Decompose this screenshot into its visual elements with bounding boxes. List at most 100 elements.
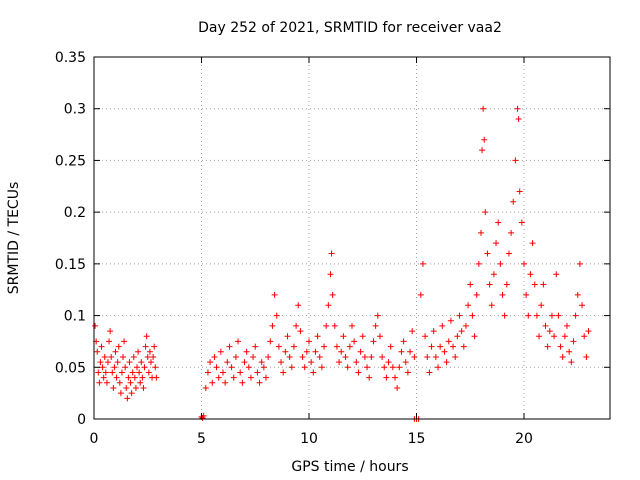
- data-point: [462, 322, 469, 329]
- data-point: [103, 379, 110, 386]
- data-point: [407, 348, 414, 355]
- data-point: [557, 343, 564, 350]
- data-point: [458, 328, 465, 335]
- data-point: [327, 271, 334, 278]
- data-point: [533, 312, 540, 319]
- data-point: [516, 188, 523, 195]
- data-point: [505, 250, 512, 257]
- data-point: [314, 333, 321, 340]
- y-tick-label: 0.2: [64, 205, 86, 221]
- data-point: [482, 209, 489, 216]
- data-point: [237, 369, 244, 376]
- data-point: [400, 338, 407, 345]
- data-point: [574, 291, 581, 298]
- data-point: [121, 338, 128, 345]
- data-point: [321, 343, 328, 350]
- data-point: [139, 374, 146, 381]
- grid-lines: [94, 57, 610, 419]
- data-point: [265, 353, 272, 360]
- data-point: [254, 369, 261, 376]
- data-point: [142, 343, 149, 350]
- data-point: [135, 348, 142, 355]
- data-point: [564, 322, 570, 329]
- data-point: [213, 364, 220, 371]
- data-point: [217, 348, 224, 355]
- data-point: [204, 369, 211, 376]
- data-point: [383, 374, 390, 381]
- data-point: [546, 328, 553, 335]
- x-tick-label: 20: [515, 431, 533, 447]
- axis-ticks: 0 0.05 0.1 0.15 0.2 0.25 0.3 0.35 0 5 10 15 20: [55, 50, 610, 447]
- data-point: [282, 348, 289, 355]
- data-point: [402, 359, 409, 366]
- data-point: [120, 353, 127, 360]
- data-point: [460, 343, 467, 350]
- data-point: [475, 260, 482, 267]
- data-point: [495, 219, 502, 226]
- data-point: [394, 384, 401, 391]
- data-point: [536, 333, 543, 340]
- data-point: [100, 374, 107, 381]
- data-point: [132, 384, 139, 391]
- data-point: [99, 364, 106, 371]
- data-point: [256, 379, 263, 386]
- data-point: [94, 348, 101, 355]
- data-point: [340, 333, 347, 340]
- data-point: [102, 369, 109, 376]
- data-point: [426, 369, 433, 376]
- x-axis-label: GPS time / hours: [291, 459, 408, 475]
- data-point: [585, 328, 592, 335]
- data-point: [328, 250, 335, 257]
- data-point: [273, 312, 280, 319]
- data-point: [101, 353, 108, 360]
- data-point: [239, 379, 246, 386]
- data-point: [220, 369, 226, 376]
- data-point: [271, 291, 278, 298]
- data-point: [581, 333, 588, 340]
- data-point: [215, 374, 222, 381]
- data-point: [106, 338, 113, 345]
- data-point: [124, 395, 131, 402]
- data-point: [329, 291, 336, 298]
- data-point: [389, 364, 396, 371]
- data-point: [473, 291, 480, 298]
- data-point: [118, 369, 125, 376]
- data-point: [359, 333, 366, 340]
- data-point: [129, 369, 136, 376]
- data-point: [275, 343, 282, 350]
- data-point: [138, 359, 145, 366]
- data-point: [96, 379, 103, 386]
- data-point: [95, 369, 102, 376]
- data-point: [525, 312, 532, 319]
- data-point: [331, 322, 338, 329]
- data-point: [286, 353, 293, 360]
- data-point: [503, 281, 510, 288]
- y-tick-label: 0.25: [55, 153, 86, 169]
- data-point: [366, 374, 373, 381]
- data-point: [376, 333, 383, 340]
- data-point: [297, 328, 304, 335]
- data-point: [514, 105, 521, 112]
- data-point: [370, 338, 377, 345]
- data-point: [207, 359, 214, 366]
- data-point: [308, 359, 315, 366]
- x-tick-label: 15: [408, 431, 426, 447]
- data-point: [125, 374, 132, 381]
- data-point: [488, 302, 495, 309]
- data-point: [147, 359, 154, 366]
- data-point: [480, 105, 487, 112]
- data-point: [245, 364, 252, 371]
- data-point: [235, 338, 242, 345]
- data-point: [531, 281, 538, 288]
- data-point: [527, 271, 534, 278]
- data-point: [98, 343, 105, 350]
- y-tick-label: 0.05: [55, 360, 86, 376]
- y-axis-label: SRMTID / TECUs: [6, 182, 22, 295]
- data-point: [540, 281, 547, 288]
- data-point: [499, 291, 506, 298]
- data-point: [258, 359, 265, 366]
- data-point: [456, 312, 463, 319]
- data-point: [145, 369, 152, 376]
- data-point: [151, 343, 158, 350]
